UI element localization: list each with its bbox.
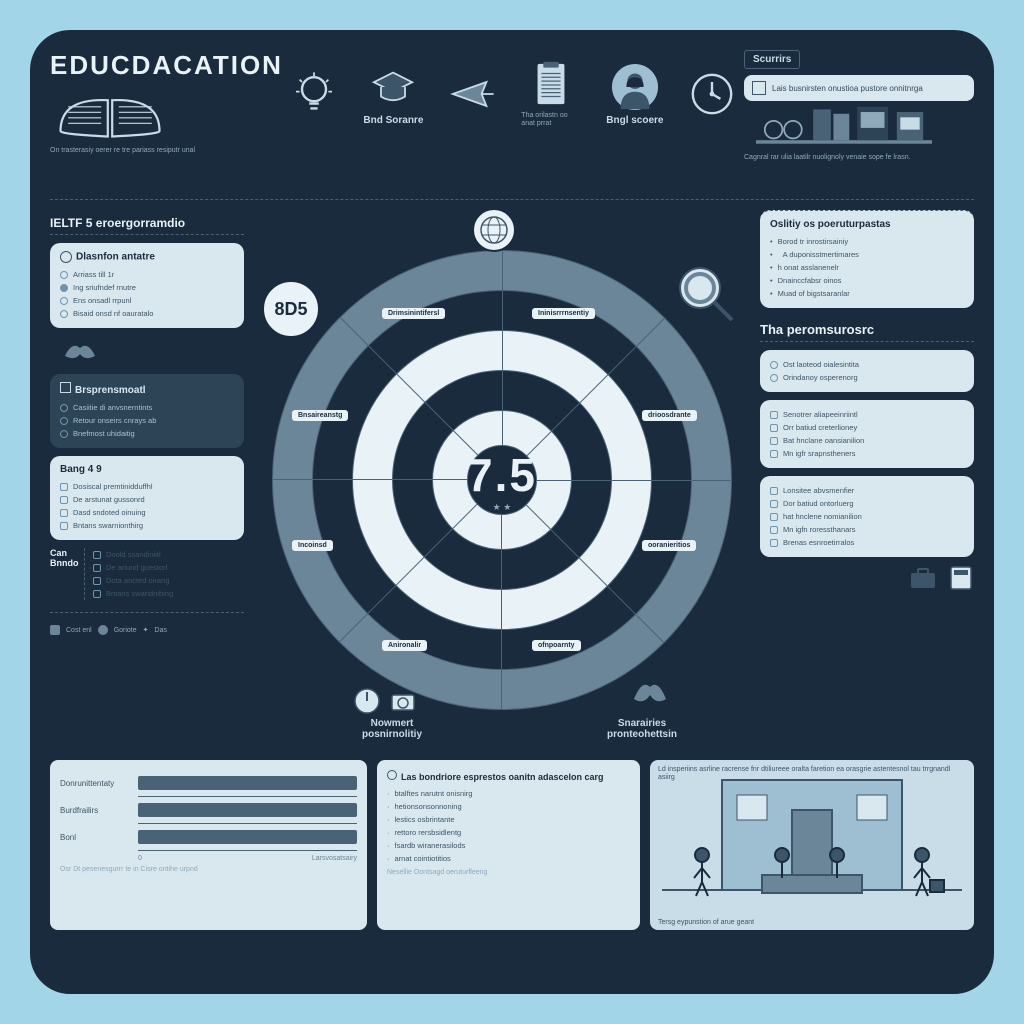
- right-card-3: Senotrer aliapeeinriintl Orr batiud cret…: [760, 400, 974, 468]
- dial-region: 7.5 ★ ★ Ininisrrrnsentiy drioosdrante oo…: [250, 200, 754, 760]
- camera-icon: [388, 686, 418, 716]
- magnifier-icon: [672, 260, 742, 330]
- callout-badge: 8D5: [262, 280, 320, 338]
- right-card-1: Oslitiy os poeruturpastas • Borod tr inr…: [760, 210, 974, 308]
- page-title: EDUCDACATION: [50, 50, 283, 81]
- eagle-icon: [60, 336, 100, 366]
- lightbulb-icon: [290, 70, 338, 118]
- right-card-2: Ost laoteod oialesintita Orindanoy osper…: [760, 350, 974, 392]
- avatar-icon: Bngl scoere: [606, 63, 663, 126]
- dial-gauge-icon: [352, 686, 382, 716]
- left-card-3: Bang 4 9 Dosiscal premtinidduffhl De ars…: [50, 456, 244, 540]
- bird-icon: [628, 671, 672, 716]
- left-card-2: Brsprensmoatl Casiitie di anvsnerntints …: [50, 374, 244, 448]
- calc-icon: [948, 565, 974, 591]
- airplane-icon: [448, 70, 496, 118]
- dial-center: 7.5 ★ ★: [467, 445, 537, 515]
- left-section-title: IELTF 5 eroergorramdio: [50, 210, 244, 235]
- grad-cap-icon: Bnd Soranre: [363, 63, 423, 126]
- shelf-icon: [744, 105, 944, 149]
- header-region: EDUCDACATION On trasterasiy oerer re tre…: [50, 50, 974, 200]
- dial-bottom-left-icons: [352, 686, 418, 716]
- left-footer-icons: Cost enl Goriote ✦Das: [50, 625, 244, 635]
- left-split: Can Bnndo Doold ssandiniitl De ariund gu…: [50, 548, 244, 600]
- right-column: Oslitiy os poeruturpastas • Borod tr inr…: [754, 200, 974, 760]
- bottom-scene: Ld insperiins asrline racrense fnr dtili…: [650, 760, 974, 930]
- header-subtitle: On trasterasiy oerer re tre pariass resi…: [50, 147, 283, 155]
- bottom-region: Donrunittentaty Burdfrailirs Bonl 0 Lars…: [50, 760, 974, 930]
- middle-region: IELTF 5 eroergorramdio Dlasnfon antatre …: [50, 200, 974, 760]
- document-icon: Tha orilastn oo anat prrat: [521, 60, 581, 129]
- bottom-mid-card: Las bondriore esprestos oanitn adascelon…: [377, 760, 640, 930]
- right-icons: [760, 565, 974, 591]
- book-icon: [50, 87, 170, 142]
- briefcase-icon: [908, 565, 938, 591]
- clock-icon: [688, 70, 736, 118]
- left-column: IELTF 5 eroergorramdio Dlasnfon antatre …: [50, 200, 250, 760]
- infographic-panel: EDUCDACATION On trasterasiy oerer re tre…: [30, 30, 994, 994]
- right-card-4: Lonsitee abvsmenfier Dor batiud ontorlue…: [760, 476, 974, 557]
- header-right: Scurrirs Lais busnirsten onustioa pustor…: [744, 50, 974, 162]
- globe-icon: [472, 208, 516, 252]
- left-card-1: Dlasnfon antatre Arriass till 1r Ing sri…: [50, 243, 244, 328]
- right-section-title: Tha peromsurosrc: [760, 316, 974, 342]
- square-icon: [752, 81, 766, 95]
- bottom-chart: Donrunittentaty Burdfrailirs Bonl 0 Lars…: [50, 760, 367, 930]
